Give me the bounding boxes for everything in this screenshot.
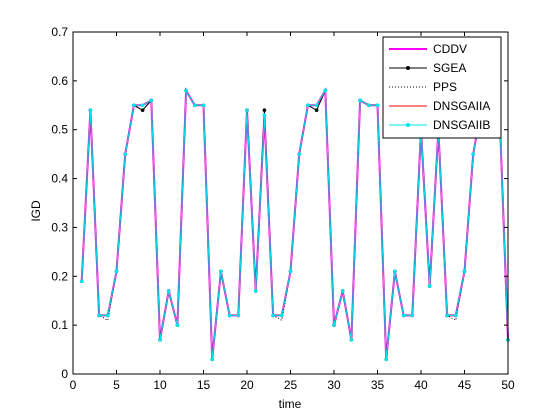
x-tick-label: 30	[327, 378, 341, 392]
data-point	[201, 103, 206, 108]
series-layer	[79, 87, 510, 362]
series-line-dnsgaiib	[81, 88, 509, 360]
y-tick-label: 0.4	[51, 172, 68, 186]
x-tick-label: 10	[153, 378, 167, 392]
x-axis-label: time	[279, 397, 302, 411]
data-point	[384, 357, 389, 362]
x-tick-label: 15	[197, 378, 211, 392]
data-point	[227, 313, 232, 318]
y-tick-label: 0	[61, 367, 68, 381]
data-point	[106, 313, 110, 318]
data-point	[210, 357, 214, 362]
legend-label: DNSGAIIA	[433, 99, 490, 113]
data-point	[149, 98, 154, 103]
legend-marker	[406, 123, 410, 127]
data-point	[462, 269, 467, 274]
data-point	[79, 279, 84, 284]
data-point	[471, 152, 476, 156]
x-tick-label: 20	[240, 378, 254, 392]
x-tick-label: 0	[70, 378, 77, 392]
y-tick-label: 0.5	[51, 123, 68, 137]
x-tick-label: 25	[284, 378, 298, 392]
data-point	[97, 313, 101, 318]
data-point	[393, 269, 397, 274]
data-point	[123, 152, 127, 156]
data-point	[158, 338, 162, 342]
data-point	[358, 98, 362, 103]
data-point	[219, 269, 223, 274]
legend-label: SGEA	[433, 61, 466, 75]
y-tick-label: 0.6	[51, 74, 68, 88]
data-point	[314, 103, 319, 108]
data-point	[332, 323, 336, 327]
data-point	[184, 88, 188, 93]
y-tick-label: 0.2	[51, 269, 68, 283]
data-point	[427, 284, 432, 288]
data-point	[114, 269, 119, 274]
axes-layer: 0 5 10 15 20 25 30 35 40 45 50 0 0.1 0.2 0.3 0.4 0.5 0.6 0…	[51, 25, 515, 392]
data-point	[280, 313, 284, 318]
data-point	[166, 289, 171, 293]
y-tick-label: 0.3	[51, 220, 68, 234]
data-point	[245, 108, 249, 112]
data-point	[132, 103, 136, 108]
data-point	[262, 113, 267, 117]
legend-box	[382, 36, 502, 139]
data-point	[375, 103, 380, 108]
y-axis-label: IGD	[29, 200, 43, 222]
y-tick-label: 0.7	[51, 25, 68, 39]
data-point	[367, 103, 371, 108]
data-point	[445, 313, 449, 318]
legend: CDDV SGEA PPS DNSGAIIA DNSGAIIB	[382, 36, 502, 139]
legend-label: CDDV	[433, 42, 467, 56]
data-point	[401, 313, 406, 318]
x-tick-label: 40	[414, 378, 428, 392]
x-tick-label: 45	[458, 378, 472, 392]
x-tick-label: 35	[371, 378, 385, 392]
data-point	[175, 323, 180, 327]
data-point	[340, 289, 345, 293]
data-point	[454, 313, 458, 318]
data-point	[314, 108, 319, 112]
data-point	[306, 103, 310, 108]
data-point	[271, 313, 275, 318]
data-point	[297, 152, 302, 156]
legend-label: DNSGAIIB	[433, 118, 490, 132]
data-point	[323, 88, 328, 93]
data-point	[253, 289, 258, 293]
x-tick-label: 5	[113, 378, 120, 392]
data-point	[349, 338, 354, 342]
data-point	[262, 108, 267, 112]
legend-label: PPS	[433, 80, 457, 94]
data-point	[288, 269, 293, 274]
series-markers-dnsgaiib	[79, 88, 510, 362]
data-point	[140, 103, 145, 108]
data-point	[410, 313, 415, 318]
data-point	[193, 103, 197, 108]
legend-marker	[406, 66, 410, 70]
x-tick-label: 50	[501, 378, 515, 392]
y-tick-label: 0.1	[51, 318, 68, 332]
data-point	[236, 313, 241, 318]
data-point	[88, 108, 93, 112]
